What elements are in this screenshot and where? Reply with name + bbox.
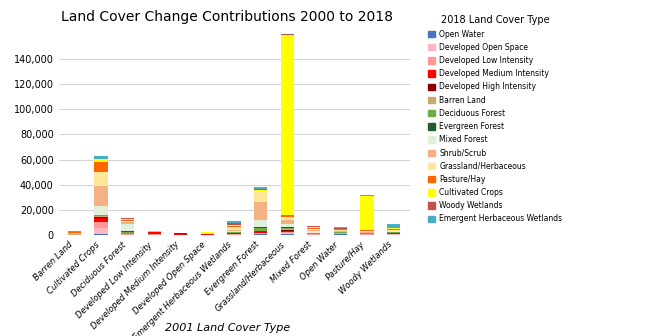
Bar	[307, 232, 320, 233]
Bar	[281, 215, 294, 217]
Bar	[227, 225, 240, 226]
Bar	[387, 232, 400, 233]
Bar	[94, 185, 108, 206]
Bar	[387, 229, 400, 230]
Bar	[227, 230, 240, 232]
Bar	[121, 231, 135, 232]
Bar	[281, 227, 294, 229]
Bar	[360, 230, 374, 231]
Bar	[333, 228, 347, 229]
Bar	[307, 227, 320, 228]
Bar	[254, 227, 267, 228]
Bar	[307, 233, 320, 234]
Bar	[281, 35, 294, 215]
Bar	[360, 231, 374, 232]
Bar	[174, 234, 187, 235]
Bar	[254, 189, 267, 190]
Bar	[281, 232, 294, 233]
Bar	[94, 218, 108, 222]
Bar	[281, 234, 294, 235]
Bar	[94, 215, 108, 216]
Bar	[94, 162, 108, 172]
Bar	[281, 224, 294, 227]
Bar	[148, 232, 161, 235]
Bar	[333, 234, 347, 235]
Bar	[254, 191, 267, 192]
Bar	[281, 220, 294, 224]
Bar	[94, 217, 108, 218]
Bar	[121, 221, 135, 222]
Bar	[94, 206, 108, 215]
Bar	[121, 220, 135, 221]
Bar	[94, 216, 108, 217]
Bar	[121, 219, 135, 220]
Text: 2001 Land Cover Type: 2001 Land Cover Type	[165, 323, 290, 333]
Bar	[94, 222, 108, 227]
Bar	[281, 217, 294, 220]
Bar	[281, 229, 294, 230]
Bar	[227, 234, 240, 235]
Bar	[333, 227, 347, 228]
Bar	[201, 234, 214, 235]
Bar	[254, 231, 267, 233]
Bar	[121, 232, 135, 234]
Bar	[387, 230, 400, 232]
Bar	[94, 156, 108, 159]
Bar	[281, 233, 294, 234]
Bar	[333, 233, 347, 234]
Bar	[227, 223, 240, 225]
Bar	[360, 196, 374, 230]
Bar	[333, 229, 347, 230]
Bar	[333, 231, 347, 232]
Bar	[333, 228, 347, 229]
Bar	[254, 192, 267, 202]
Bar	[281, 32, 294, 34]
Bar	[307, 225, 320, 226]
Bar	[387, 224, 400, 228]
Bar	[387, 234, 400, 235]
Bar	[254, 228, 267, 231]
Text: Land Cover Change Contributions 2000 to 2018: Land Cover Change Contributions 2000 to …	[62, 10, 393, 24]
Bar	[121, 222, 135, 224]
Bar	[307, 226, 320, 227]
Bar	[254, 234, 267, 235]
Bar	[281, 34, 294, 35]
Bar	[227, 226, 240, 227]
Legend: Open Water, Developed Open Space, Developed Low Intensity, Developed Medium Inte: Open Water, Developed Open Space, Develo…	[426, 14, 564, 225]
Bar	[121, 218, 135, 219]
Bar	[254, 220, 267, 227]
Bar	[254, 202, 267, 220]
Bar	[387, 228, 400, 229]
Bar	[360, 232, 374, 233]
Bar	[121, 224, 135, 231]
Bar	[281, 230, 294, 232]
Bar	[94, 227, 108, 235]
Bar	[307, 228, 320, 230]
Bar	[360, 234, 374, 235]
Bar	[68, 231, 81, 232]
Bar	[68, 233, 81, 234]
Bar	[333, 230, 347, 231]
Bar	[94, 159, 108, 162]
Bar	[360, 195, 374, 196]
Bar	[387, 233, 400, 234]
Bar	[227, 227, 240, 230]
Bar	[94, 172, 108, 185]
Bar	[307, 230, 320, 232]
Bar	[227, 221, 240, 223]
Bar	[254, 190, 267, 191]
Bar	[307, 234, 320, 235]
Bar	[254, 233, 267, 234]
Bar	[254, 187, 267, 189]
